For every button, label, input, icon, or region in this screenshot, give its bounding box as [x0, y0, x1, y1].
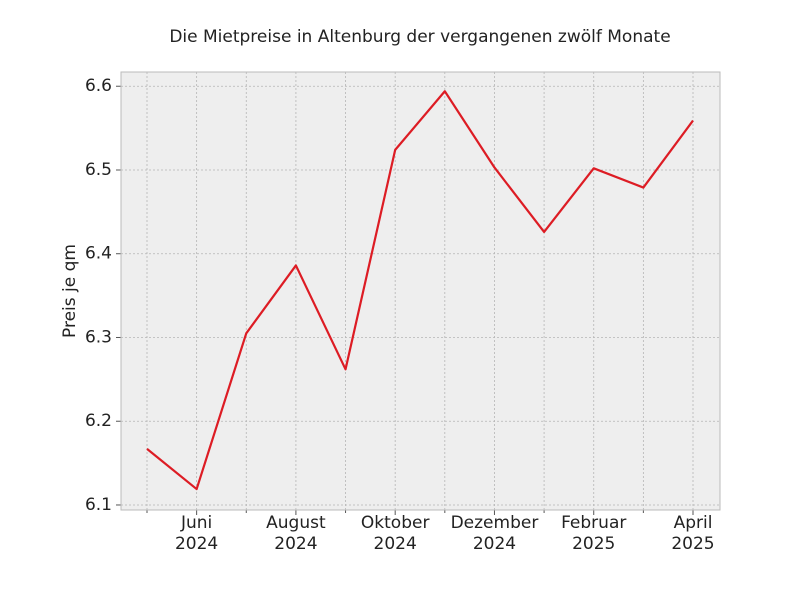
plot-area [121, 72, 720, 510]
x-tick-label: Juni 2024 [174, 513, 219, 554]
y-tick-label: 6.4 [85, 244, 112, 264]
y-tick-label: 6.1 [85, 495, 112, 515]
x-tick-label: Februar 2025 [561, 513, 627, 554]
y-tick-label: 6.5 [85, 160, 112, 180]
y-tick-label: 6.3 [85, 327, 112, 347]
y-tick-label: 6.6 [85, 76, 112, 96]
chart-title: Die Mietpreise in Altenburg der vergange… [169, 27, 670, 47]
y-axis-label: Preis je qm [60, 244, 80, 338]
x-tick-label: April 2025 [671, 513, 715, 554]
y-tick-label: 6.2 [85, 411, 112, 431]
x-tick-label: August 2024 [266, 513, 326, 554]
plot-border [120, 71, 721, 511]
x-tick-label: Oktober 2024 [360, 513, 430, 554]
x-tick-label: Dezember 2024 [450, 513, 539, 554]
line-series [146, 90, 694, 491]
